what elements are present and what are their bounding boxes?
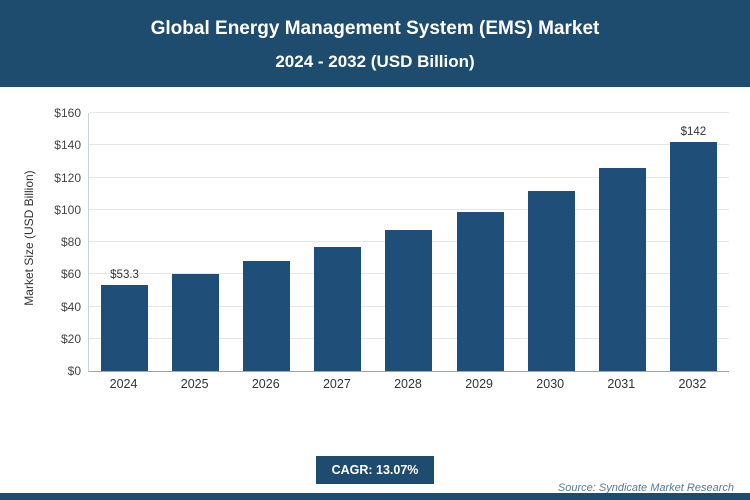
- bar-2024: [101, 285, 149, 371]
- x-axis-label: 2031: [607, 377, 636, 391]
- y-tick-label: $60: [60, 267, 81, 282]
- bar-column: [231, 113, 302, 371]
- x-axis-label: 2025: [180, 377, 209, 391]
- bar-2032: [669, 142, 717, 371]
- bar-column: [587, 113, 658, 371]
- y-tick-label: $160: [54, 106, 81, 120]
- bar-column: [302, 113, 373, 371]
- chart-title-line1: Global Energy Management System (EMS) Ma…: [150, 18, 600, 39]
- bar-2031: [598, 168, 646, 371]
- bottom-accent-bar: [0, 493, 750, 500]
- bar-2025: [172, 273, 220, 371]
- x-axis-label: 2024: [109, 377, 138, 391]
- bar-value-label: $142: [680, 126, 707, 139]
- bar-chart: Market Size (USD Billion) $0 $20 $40 $60 $80…: [0, 103, 750, 423]
- bar-2029: [456, 212, 504, 371]
- bar-column: [373, 113, 444, 371]
- y-tick-label: $100: [54, 202, 81, 217]
- gridline: [89, 208, 729, 210]
- plot-area: $0 $20 $40 $60 $80 $100 $120 $140 $160 $53.3 $142: [54, 106, 729, 378]
- y-tick-label: $140: [54, 138, 81, 153]
- x-axis-label: 2027: [322, 377, 351, 391]
- bar-column: [160, 113, 231, 371]
- bar-column: $142: [658, 113, 729, 371]
- source-credit: Source: Syndicate Market Research: [557, 482, 734, 494]
- chart-title-line2: 2024 - 2032 (USD Billion): [275, 52, 475, 71]
- x-axis-label: 2026: [251, 377, 280, 391]
- gridline: [89, 176, 729, 178]
- bar-2028: [385, 230, 433, 371]
- bar-column: [516, 113, 587, 371]
- bar-value-label: $53.3: [110, 269, 139, 282]
- x-axis-label: 2028: [394, 377, 422, 391]
- x-axis-label: 2030: [536, 377, 565, 391]
- bars: $53.3 $142: [89, 113, 729, 371]
- y-tick-label: $0: [67, 364, 81, 378]
- x-axis-label: 2029: [465, 377, 493, 391]
- y-tick-label: $80: [60, 235, 81, 249]
- gridline: [89, 144, 729, 146]
- y-tick-label: $40: [60, 299, 81, 314]
- gridline: [89, 112, 729, 113]
- footer-row: CAGR: 13.07%: [0, 456, 750, 484]
- cagr-badge: CAGR: 13.07%: [315, 456, 435, 484]
- bar-column: $53.3: [89, 113, 160, 371]
- y-tick-label: $120: [54, 170, 81, 185]
- x-axis-labels: 2024 2025 2026 2027 2028 2029 2030 2031 2032: [88, 377, 728, 391]
- bar-2026: [243, 261, 291, 371]
- bar-2027: [314, 246, 362, 371]
- bar-column: [445, 113, 516, 371]
- x-axis-label: 2032: [678, 377, 707, 391]
- chart-header: Global Energy Management System (EMS) Ma…: [0, 0, 750, 87]
- y-tick-label: $20: [60, 331, 81, 346]
- bar-2030: [527, 191, 575, 371]
